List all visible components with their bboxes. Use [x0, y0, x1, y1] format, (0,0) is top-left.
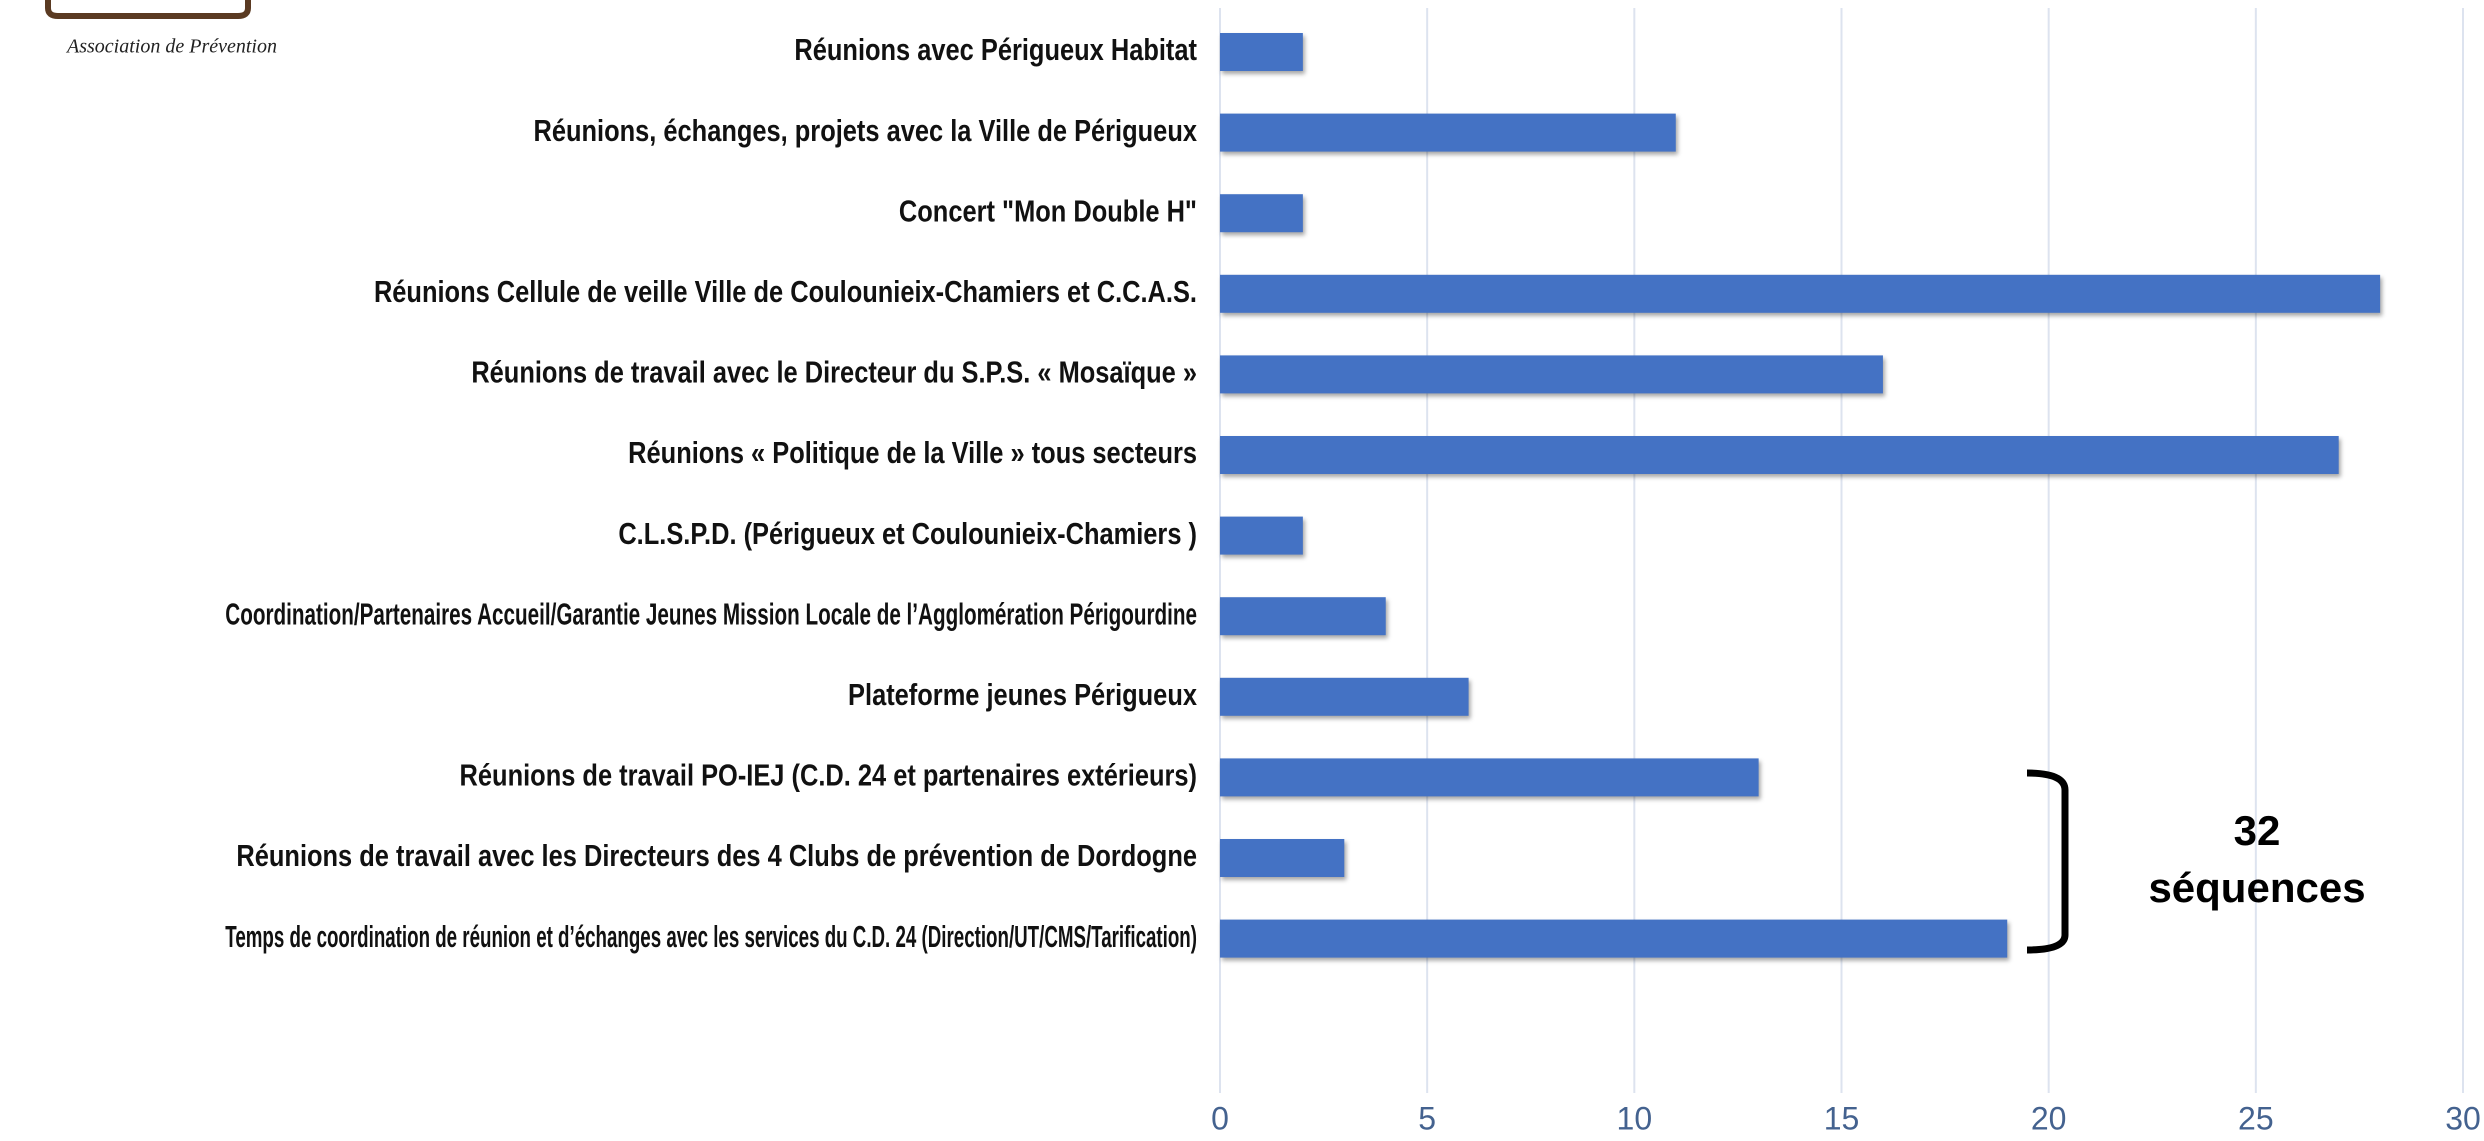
y-tick-label: Réunions de travail PO-IEJ (C.D. 24 et p…	[460, 758, 1197, 793]
bar	[1220, 274, 2381, 313]
y-tick-label: Concert "Mon Double H"	[899, 193, 1197, 228]
bar	[1220, 758, 1759, 797]
bar	[1220, 597, 1386, 636]
bar	[1220, 839, 1345, 877]
bar	[1220, 919, 2008, 958]
y-tick-label: C.L.S.P.D. (Périgueux et Coulounieix-Cha…	[618, 516, 1197, 551]
x-tick-label: 0	[1211, 1100, 1229, 1136]
bar	[1220, 113, 1676, 152]
x-tick-label: 25	[2238, 1100, 2274, 1136]
bar	[1220, 355, 1883, 394]
bar	[1220, 194, 1303, 233]
y-tick-label: Coordination/Partenaires Accueil/Garanti…	[225, 596, 1197, 631]
y-tick-label: Réunions de travail avec le Directeur du…	[471, 355, 1197, 390]
y-tick-label: Réunions, échanges, projets avec la Vill…	[533, 113, 1197, 148]
bar	[1220, 33, 1303, 71]
y-tick-label: Plateforme jeunes Périgueux	[848, 677, 1198, 712]
bar	[1220, 436, 2339, 474]
y-tick-label: Temps de coordination de réunion et d’éc…	[225, 919, 1197, 954]
x-tick-label: 15	[1824, 1100, 1860, 1136]
logo	[45, 0, 251, 19]
bar	[1220, 516, 1303, 555]
x-tick-label: 20	[2031, 1100, 2067, 1136]
y-tick-label: Réunions « Politique de la Ville » tous …	[628, 435, 1197, 470]
x-tick-label: 10	[1617, 1100, 1653, 1136]
bracket	[2026, 769, 2069, 954]
y-tick-label: Réunions de travail avec les Directeurs …	[236, 838, 1197, 873]
logo-text: Association de Prévention	[65, 36, 277, 58]
annotation: 32	[2234, 807, 2281, 854]
y-tick-label: Réunions Cellule de veille Ville de Coul…	[374, 274, 1197, 309]
annotation: séquences	[2148, 864, 2365, 911]
x-tick-label: 5	[1418, 1100, 1436, 1136]
x-tick-label: 30	[2445, 1100, 2481, 1136]
bar	[1220, 677, 1469, 716]
y-tick-label: Réunions avec Périgueux Habitat	[794, 32, 1197, 67]
